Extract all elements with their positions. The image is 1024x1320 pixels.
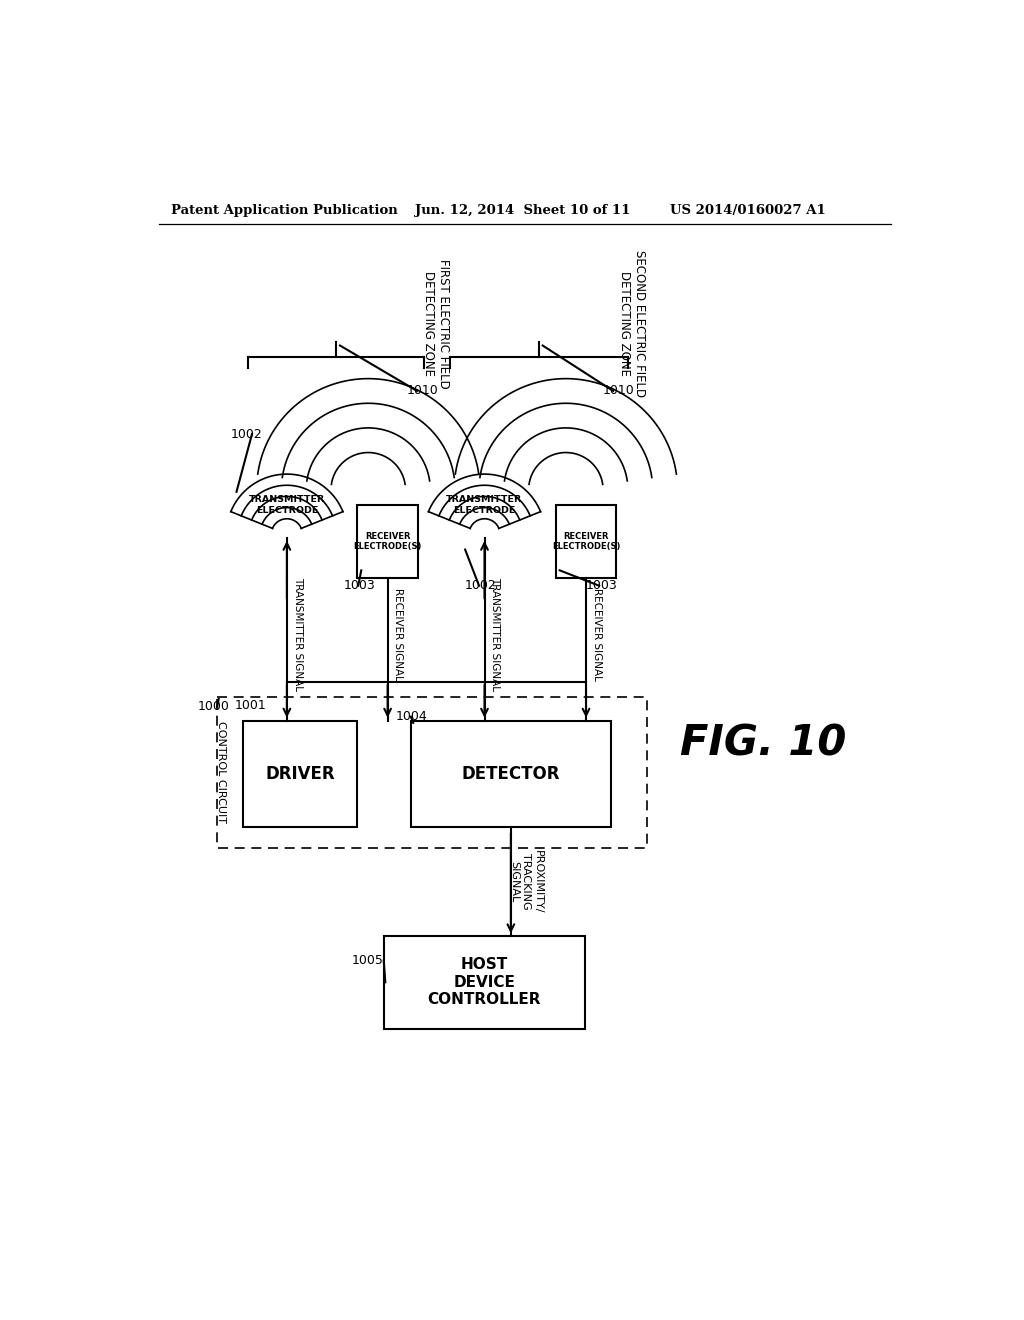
Bar xyxy=(384,936,586,1028)
Text: 1005: 1005 xyxy=(351,954,383,968)
Text: 1003: 1003 xyxy=(343,579,375,593)
Text: RECEIVER SIGNAL: RECEIVER SIGNAL xyxy=(393,587,403,681)
Text: 1002: 1002 xyxy=(465,579,497,593)
Text: FIG. 10: FIG. 10 xyxy=(680,722,847,764)
Bar xyxy=(556,506,616,578)
Bar xyxy=(411,721,611,826)
Text: HOST
DEVICE
CONTROLLER: HOST DEVICE CONTROLLER xyxy=(428,957,542,1007)
Text: 1010: 1010 xyxy=(602,384,634,397)
Text: 1010: 1010 xyxy=(407,384,438,397)
Text: PROXIMITY/
TRACKING
SIGNAL: PROXIMITY/ TRACKING SIGNAL xyxy=(510,850,543,913)
Text: FIRST ELECTRIC FIELD
DETECTING ZONE: FIRST ELECTRIC FIELD DETECTING ZONE xyxy=(422,259,450,389)
Text: 1001: 1001 xyxy=(234,698,266,711)
Text: US 2014/0160027 A1: US 2014/0160027 A1 xyxy=(671,205,826,218)
Text: DETECTOR: DETECTOR xyxy=(462,764,560,783)
Text: RECEIVER
ELECTRODE(S): RECEIVER ELECTRODE(S) xyxy=(353,532,422,552)
Text: TRANSMITTER SIGNAL: TRANSMITTER SIGNAL xyxy=(293,577,303,692)
Bar xyxy=(243,721,357,826)
Text: CONTROL CIRCUIT: CONTROL CIRCUIT xyxy=(216,722,225,824)
Text: 1000: 1000 xyxy=(198,700,229,713)
Text: 1003: 1003 xyxy=(586,579,617,593)
Text: 1004: 1004 xyxy=(395,710,427,723)
Text: RECEIVER SIGNAL: RECEIVER SIGNAL xyxy=(592,587,602,681)
Text: TRANSMITTER
ELECTRODE: TRANSMITTER ELECTRODE xyxy=(446,495,522,515)
Text: TRANSMITTER SIGNAL: TRANSMITTER SIGNAL xyxy=(490,577,501,692)
Bar xyxy=(217,697,647,847)
Bar xyxy=(357,506,418,578)
Text: Patent Application Publication: Patent Application Publication xyxy=(171,205,397,218)
Text: 1002: 1002 xyxy=(230,428,262,441)
Text: RECEIVER
ELECTRODE(S): RECEIVER ELECTRODE(S) xyxy=(552,532,621,552)
Text: Jun. 12, 2014  Sheet 10 of 11: Jun. 12, 2014 Sheet 10 of 11 xyxy=(415,205,630,218)
Text: TRANSMITTER
ELECTRODE: TRANSMITTER ELECTRODE xyxy=(249,495,325,515)
Text: DRIVER: DRIVER xyxy=(265,764,335,783)
Text: SECOND ELECTRIC FIELD
DETECTING ZONE: SECOND ELECTRIC FIELD DETECTING ZONE xyxy=(617,251,646,397)
